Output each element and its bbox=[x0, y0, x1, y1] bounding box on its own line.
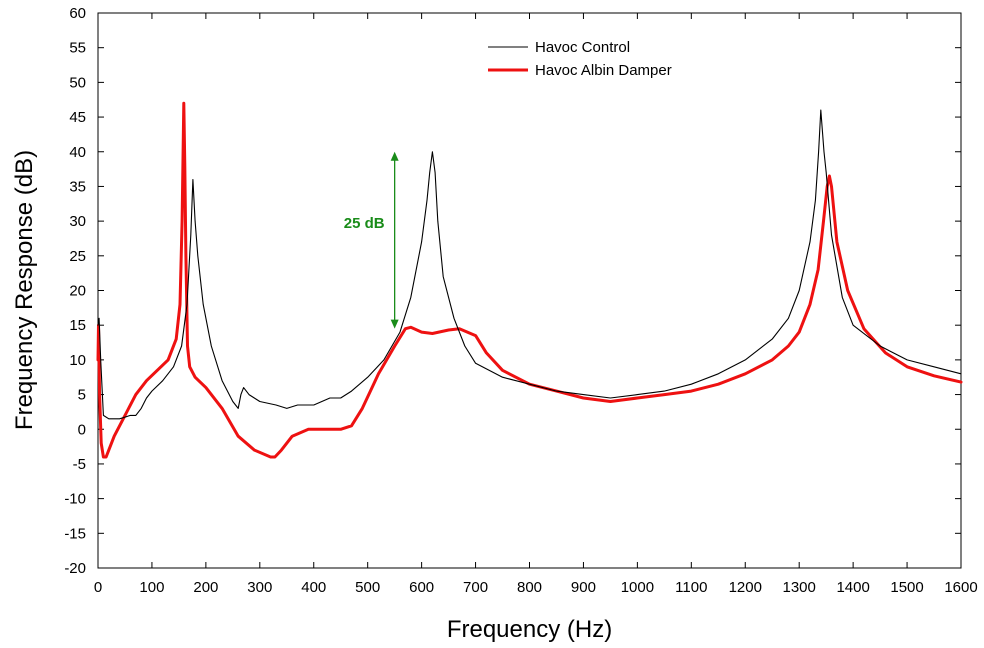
y-tick-label: 30 bbox=[69, 213, 86, 230]
x-tick-label: 200 bbox=[193, 579, 218, 596]
y-tick-label: 60 bbox=[69, 5, 86, 22]
x-tick-label: 400 bbox=[301, 579, 326, 596]
y-axis-title: Frequency Response (dB) bbox=[11, 150, 38, 430]
annotation-label: 25 dB bbox=[344, 215, 385, 232]
y-tick-label: 50 bbox=[69, 74, 86, 91]
y-tick-label: 10 bbox=[69, 352, 86, 369]
x-tick-label: 500 bbox=[355, 579, 380, 596]
annotation-arrow-head-down bbox=[391, 320, 399, 329]
legend-label-havoc-albin-damper: Havoc Albin Damper bbox=[535, 62, 672, 79]
annotation-arrow-head-up bbox=[391, 152, 399, 161]
y-tick-label: 55 bbox=[69, 40, 86, 57]
x-tick-label: 1600 bbox=[944, 579, 977, 596]
x-tick-label: 700 bbox=[463, 579, 488, 596]
y-tick-label: -15 bbox=[64, 525, 86, 542]
y-tick-label: 35 bbox=[69, 178, 86, 195]
x-tick-label: 1100 bbox=[675, 579, 707, 596]
y-axis-ticks: -20 -15 -10 -5 0 5 10 15 20 25 30 35 40 45 50 55 60 bbox=[64, 5, 961, 577]
legend-label-havoc-control: Havoc Control bbox=[535, 39, 630, 56]
x-tick-label: 0 bbox=[94, 579, 102, 596]
series-line-havoc-albin-damper bbox=[98, 103, 961, 457]
y-tick-label: 25 bbox=[69, 248, 86, 265]
y-tick-label: -10 bbox=[64, 491, 86, 508]
y-tick-label: 45 bbox=[69, 109, 86, 126]
y-tick-label: 15 bbox=[69, 317, 86, 334]
series-line-havoc-control bbox=[98, 110, 961, 419]
x-tick-label: 1200 bbox=[729, 579, 762, 596]
y-tick-label: 5 bbox=[78, 387, 86, 404]
legend: Havoc Control Havoc Albin Damper bbox=[488, 39, 672, 79]
plot-frame bbox=[98, 13, 961, 568]
x-tick-label: 300 bbox=[247, 579, 272, 596]
x-tick-label: 100 bbox=[139, 579, 164, 596]
y-tick-label: 0 bbox=[78, 421, 86, 438]
x-axis-title: Frequency (Hz) bbox=[447, 616, 612, 643]
y-tick-label: -20 bbox=[64, 560, 86, 577]
series-layer bbox=[98, 103, 961, 457]
x-tick-label: 1300 bbox=[783, 579, 816, 596]
annotation-layer: 25 dB bbox=[344, 152, 399, 329]
x-tick-label: 800 bbox=[517, 579, 542, 596]
y-tick-label: 40 bbox=[69, 144, 86, 161]
x-tick-label: 1000 bbox=[621, 579, 654, 596]
y-tick-label: -5 bbox=[73, 456, 86, 473]
y-tick-label: 20 bbox=[69, 283, 86, 300]
x-tick-label: 1500 bbox=[890, 579, 923, 596]
x-tick-label: 900 bbox=[571, 579, 596, 596]
x-tick-label: 600 bbox=[409, 579, 434, 596]
x-tick-label: 1400 bbox=[836, 579, 869, 596]
